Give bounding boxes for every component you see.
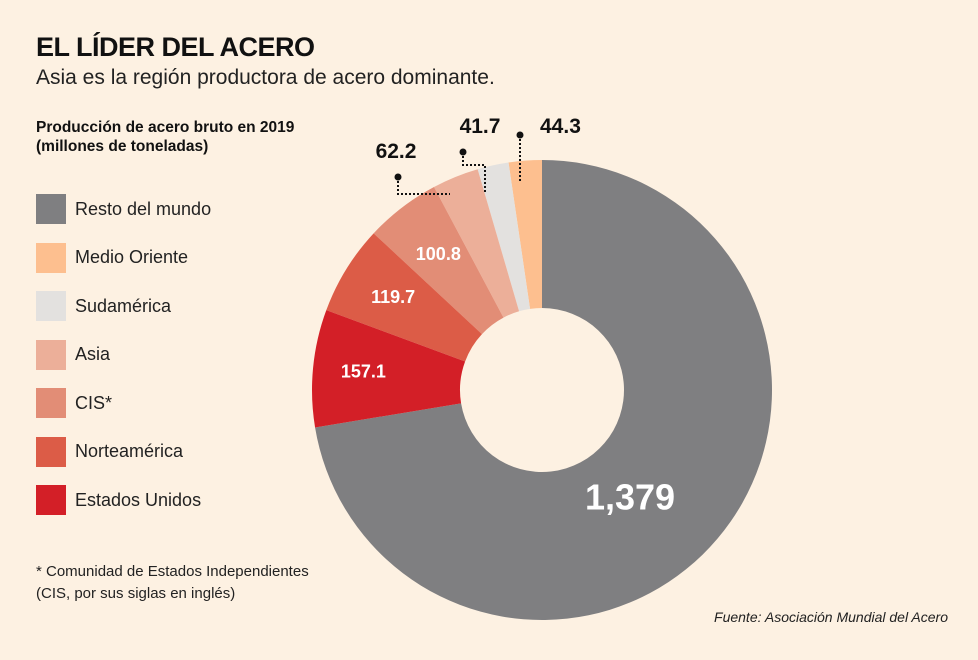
donut-slice-estados-unidos	[312, 310, 466, 428]
legend-swatch	[36, 242, 66, 273]
data-label: 100.8	[416, 244, 461, 264]
legend-label: Sudamérica	[75, 295, 172, 316]
legend-label: Estados Unidos	[75, 489, 202, 510]
page-subtitle: Asia es la región productora de acero do…	[36, 66, 495, 89]
donut-slice-medio-oriente	[508, 160, 542, 309]
chart-heading: Producción de acero bruto en 2019 (millo…	[36, 118, 294, 156]
legend-item-medio-oriente: Medio Oriente	[36, 234, 211, 283]
legend-label: Asia	[75, 344, 111, 365]
chart-heading-line1: Producción de acero bruto en 2019	[36, 119, 295, 136]
footnote-line1: * Comunidad de Estados Independientes	[36, 563, 309, 580]
legend-label: Resto del mundo	[75, 198, 212, 219]
data-label: 119.7	[371, 287, 415, 307]
data-label: 62.2	[376, 140, 417, 163]
legend-swatch	[36, 485, 66, 516]
legend-swatch	[36, 339, 66, 370]
legend-label: Norteamérica	[75, 441, 184, 462]
chart-heading-line2: (millones de toneladas)	[36, 138, 209, 155]
footnote: * Comunidad de Estados Independientes (C…	[36, 561, 309, 605]
legend-swatch	[36, 388, 66, 419]
callout-leader-line	[462, 152, 486, 192]
legend-item-estados-unidos: Estados Unidos	[36, 476, 211, 525]
legend-label: CIS*	[75, 392, 113, 413]
callout-leader-line	[397, 177, 450, 195]
donut-slice-cis	[373, 186, 504, 335]
legend: Resto del mundo Medio Oriente Sudamérica…	[36, 185, 211, 525]
page-title: EL LÍDER DEL ACERO	[36, 32, 315, 62]
legend-item-asia: Asia	[36, 331, 211, 380]
legend-item-cis: CIS*	[36, 379, 211, 428]
data-label: 44.3	[540, 115, 581, 138]
legend-swatch	[36, 436, 66, 467]
legend-swatch	[36, 291, 66, 322]
footnote-line2: (CIS, por sus siglas en inglés)	[36, 585, 236, 602]
legend-item-sudamerica: Sudamérica	[36, 282, 211, 331]
donut-slice-resto-del-mundo	[315, 160, 772, 620]
data-label: 157.1	[341, 362, 386, 382]
callout-dot	[394, 173, 402, 181]
source-credit: Fuente: Asociación Mundial del Acero	[714, 609, 948, 625]
data-label: 1,379	[585, 477, 675, 518]
legend-label: Medio Oriente	[75, 247, 189, 268]
data-label: 41.7	[460, 115, 501, 138]
callout-dot	[459, 148, 467, 156]
donut-slice-asia	[433, 169, 520, 318]
donut-slice-norteam-rica	[326, 233, 482, 362]
callout-dot	[516, 131, 524, 139]
donut-slice-sudam-rica	[477, 162, 531, 312]
legend-swatch	[36, 194, 66, 225]
legend-item-norteamerica: Norteamérica	[36, 428, 211, 477]
legend-item-resto-del-mundo: Resto del mundo	[36, 185, 211, 234]
